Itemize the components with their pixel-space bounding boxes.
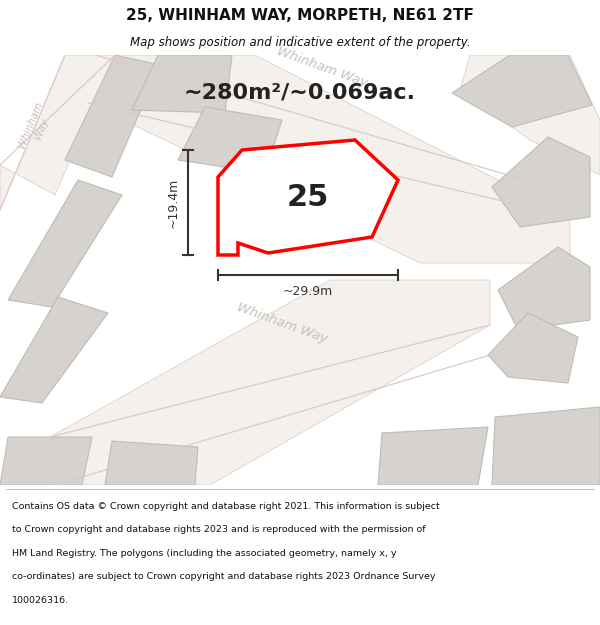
Text: Contains OS data © Crown copyright and database right 2021. This information is : Contains OS data © Crown copyright and d… [12, 502, 440, 511]
Polygon shape [50, 280, 490, 485]
Text: Whinham Way: Whinham Way [235, 301, 329, 346]
Polygon shape [492, 137, 590, 227]
Polygon shape [378, 427, 488, 485]
Polygon shape [0, 55, 115, 210]
Polygon shape [88, 55, 570, 263]
Text: 25: 25 [287, 182, 329, 211]
Text: ~29.9m: ~29.9m [283, 285, 333, 298]
Polygon shape [0, 297, 108, 403]
Text: HM Land Registry. The polygons (including the associated geometry, namely x, y: HM Land Registry. The polygons (includin… [12, 549, 397, 558]
Polygon shape [460, 55, 600, 175]
Text: Map shows position and indicative extent of the property.: Map shows position and indicative extent… [130, 36, 470, 49]
Polygon shape [492, 407, 600, 485]
Text: 100026316.: 100026316. [12, 596, 69, 605]
Text: co-ordinates) are subject to Crown copyright and database rights 2023 Ordnance S: co-ordinates) are subject to Crown copyr… [12, 572, 436, 581]
Polygon shape [488, 313, 578, 383]
Text: 25, WHINHAM WAY, MORPETH, NE61 2TF: 25, WHINHAM WAY, MORPETH, NE61 2TF [126, 8, 474, 23]
Polygon shape [0, 437, 92, 485]
Polygon shape [132, 55, 232, 113]
Text: ~280m²/~0.069ac.: ~280m²/~0.069ac. [184, 82, 416, 102]
Polygon shape [452, 55, 592, 127]
Polygon shape [105, 441, 198, 485]
Polygon shape [218, 140, 398, 255]
Polygon shape [65, 55, 160, 177]
Text: to Crown copyright and database rights 2023 and is reproduced with the permissio: to Crown copyright and database rights 2… [12, 526, 425, 534]
Text: Whinham
Way: Whinham Way [17, 100, 55, 154]
Text: ~19.4m: ~19.4m [167, 177, 180, 227]
Polygon shape [8, 180, 122, 307]
Polygon shape [498, 247, 590, 330]
Polygon shape [178, 107, 282, 173]
Text: Whinham Way: Whinham Way [275, 44, 369, 89]
